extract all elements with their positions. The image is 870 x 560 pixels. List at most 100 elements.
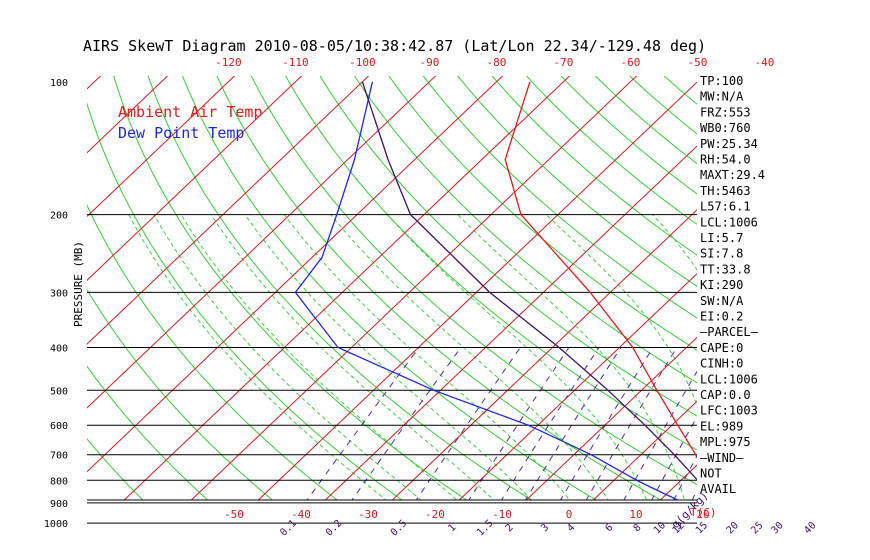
- moist-adiabats: [128, 214, 846, 533]
- isotherm-line: [324, 145, 697, 500]
- mixing-ratio-line: [755, 348, 844, 533]
- dry-adiabat-line: [457, 76, 697, 287]
- pressure-tick-label: 800: [50, 476, 68, 487]
- stability-index-item: LCL:1006: [700, 215, 758, 229]
- isotherm-line: [0, 72, 38, 533]
- isotherm-line: [190, 76, 638, 500]
- dry-adiabat-line: [216, 76, 662, 500]
- isotherm-line: [87, 76, 504, 473]
- mixing-ratio-line: [468, 347, 570, 500]
- mixing-ratio-tick: 30: [769, 520, 785, 536]
- mixing-ratio-tick: 10: [652, 520, 668, 536]
- moist-adiabat-line: [128, 214, 387, 500]
- moist-adiabat-line: [153, 214, 422, 500]
- stability-index-item: LI:5.7: [700, 231, 743, 245]
- stability-index-item: AVAIL: [700, 482, 736, 496]
- mixing-ratio-tick-labels: 0.1 0.2 0.5 1 1.5 2 3 4 6 8 10 12 15 20 25 30 40: [278, 518, 818, 539]
- x-axis-label: T(C): [690, 506, 717, 519]
- stability-index-item: RH:54.0: [700, 153, 751, 167]
- stability-index-item: MAXT:29.4: [700, 168, 765, 182]
- mixing-ratio-line: [585, 347, 678, 500]
- bottom-temperature-tick: 10: [629, 508, 642, 521]
- pressure-tick-label: 200: [50, 211, 68, 222]
- mixing-ratio-tick: 0.2: [324, 518, 345, 539]
- series-line-ambient-air-temp: [504, 81, 697, 459]
- isotherm-line: [592, 400, 697, 500]
- mixing-ratio-tick: 25: [749, 520, 765, 536]
- top-temperature-tick: -80: [486, 56, 506, 69]
- legend-entry: Ambient Air Temp: [118, 103, 263, 121]
- moist-adiabat-line: [386, 214, 648, 500]
- dry-adiabat-line: [525, 76, 697, 225]
- stability-index-item: NOT: [700, 467, 722, 481]
- stability-index-item: TP:100: [700, 74, 743, 88]
- isotherm-line: [87, 76, 437, 409]
- pressure-tick-label: 300: [50, 288, 68, 299]
- mixing-ratio-line: [808, 348, 870, 533]
- pressure-tick-label: 1000: [44, 519, 68, 530]
- dry-adiabat-line: [87, 204, 338, 500]
- mixing-ratio-tick: 1: [446, 522, 458, 534]
- top-temperature-tick: -40: [754, 56, 774, 69]
- stability-index-item: FRZ:553: [700, 105, 751, 119]
- dry-adiabat-line: [831, 72, 870, 533]
- pressure-tick-labels: 100 200 300 400 500 600 700 800 900 1000: [44, 78, 68, 530]
- stability-index-item: TT:33.8: [700, 262, 751, 276]
- bottom-temperature-tick-labels: -50 -40 -30 -20 -10 0 10 20: [224, 508, 710, 521]
- legend: Ambient Air Temp Dew Point Temp: [118, 103, 263, 142]
- pressure-tick-label: 400: [50, 344, 68, 355]
- mixing-ratio-lines: [306, 347, 870, 533]
- pressure-tick-label: 100: [50, 78, 68, 89]
- top-temperature-tick: -100: [349, 56, 376, 69]
- bottom-temperature-tick: 20: [696, 508, 709, 521]
- isotherms: [0, 72, 870, 533]
- mixing-ratio-tick: 20: [725, 520, 741, 536]
- stability-index-item: CINH:0: [700, 357, 743, 371]
- mixing-ratio-line: [500, 347, 600, 500]
- mixing-ratio-line: [415, 347, 521, 500]
- isotherm-line: [458, 272, 697, 500]
- bottom-temperature-tick: -30: [358, 508, 378, 521]
- isotherm-line: [760, 72, 870, 533]
- top-temperature-tick: -110: [282, 56, 309, 69]
- dry-adiabat-line: [250, 76, 697, 486]
- mixing-ratio-line: [559, 347, 654, 500]
- dry-adiabat-line: [87, 288, 274, 500]
- moist-adiabat-line: [457, 214, 686, 500]
- dry-adiabat-line: [422, 76, 697, 319]
- stability-index-item: —PARCEL—: [700, 325, 759, 339]
- legend-entry: Dew Point Temp: [118, 124, 244, 142]
- series-line-dew-point-temp: [294, 81, 680, 500]
- top-temperature-tick-labels: -120 -110 -100 -90 -80 -70 -60 -50 -40: [215, 56, 774, 69]
- dry-adiabat-line: [865, 72, 870, 533]
- mixing-ratio-line: [306, 347, 420, 500]
- mixing-ratio-tick: 1.5: [475, 518, 496, 539]
- isotherm-line: [123, 76, 571, 500]
- dry-adiabat-line: [113, 76, 468, 500]
- moist-adiabat-line: [330, 214, 609, 500]
- bottom-temperature-tick: -50: [224, 508, 244, 521]
- dry-adiabat-line: [285, 76, 697, 451]
- dry-adiabats: [87, 72, 870, 533]
- stability-index-item: TH:5463: [700, 184, 751, 198]
- stability-index-item: MW:N/A: [700, 90, 744, 104]
- mixing-ratio-tick: 6: [604, 522, 616, 534]
- mixing-ratio-line: [623, 370, 697, 500]
- bottom-temperature-tick: 0: [566, 508, 573, 521]
- isotherm-line: [525, 336, 697, 500]
- isotherm-line: [87, 76, 102, 90]
- pressure-tick-label: 600: [50, 421, 68, 432]
- mixing-ratio-tick: 0.5: [389, 518, 410, 539]
- y-axis-label: PRESSURE (MB): [72, 241, 85, 327]
- mixing-ratio-line: [351, 347, 462, 500]
- mixing-ratio-line: [775, 348, 862, 533]
- dry-adiabat-line: [797, 72, 870, 533]
- dry-adiabat-line: [87, 102, 403, 500]
- mixing-ratio-tick: 0.1: [278, 518, 299, 539]
- top-temperature-tick: -60: [620, 56, 640, 69]
- pressure-tick-label: 500: [50, 386, 68, 397]
- moist-adiabat-line: [827, 215, 846, 533]
- dry-adiabat-line: [353, 76, 697, 384]
- mixing-ratio-tick: 4: [565, 522, 577, 534]
